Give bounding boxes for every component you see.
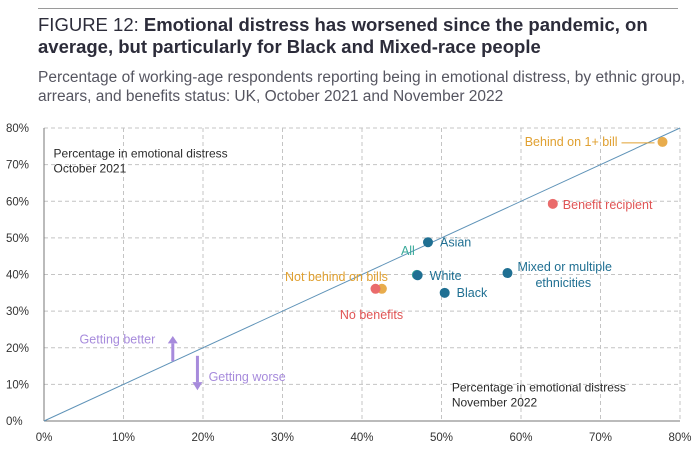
data-label: No benefits [340,308,403,322]
y-tick-label: 0% [6,416,23,428]
data-point [657,136,668,147]
y-tick-label: 10% [6,379,29,391]
arrow-up-icon [167,336,178,344]
data-label: Behind on 1+ bill [525,135,618,149]
chart-title: FIGURE 12: Emotional distress has worsen… [38,14,688,58]
y-tick-label: 60% [6,196,29,208]
x-tick-label: 70% [589,432,612,444]
x-tick-label: 10% [112,432,135,444]
x-tick-label: 60% [509,432,532,444]
arrow-down-icon [192,382,203,391]
figure-label: FIGURE 12: [38,14,139,35]
data-label: ethnicities [535,276,591,290]
y-tick-label: 30% [6,306,29,318]
data-point [412,270,423,281]
data-label: White [430,269,462,283]
data-point [439,287,450,298]
data-point [370,283,381,294]
data-label: Mixed or multiple [517,260,612,274]
x-tick-label: 20% [191,432,214,444]
chart-headline: Emotional distress has worsened since th… [38,14,648,57]
equality-line [43,127,681,422]
x-tick-label: 80% [668,432,691,444]
x-tick-label: 0% [36,432,53,444]
chart-subtitle: Percentage of working-age respondents re… [38,69,686,105]
y-tick-label: 70% [6,160,29,172]
top-rule [38,8,678,9]
arrow-down-label: Getting worse [209,370,286,384]
data-label: Benefit recipient [563,198,653,212]
y-tick-label: 80% [6,123,29,135]
arrow-up-label: Getting better [80,333,156,347]
x-tick-label: 30% [271,432,294,444]
y-tick-label: 50% [6,233,29,245]
x-tick-label: 40% [350,432,373,444]
data-label: Not behind on bills [285,270,388,284]
y-tick-label: 20% [6,343,29,355]
data-label: All [401,244,415,258]
data-point [547,198,558,209]
data-label: Black [457,286,488,300]
y-tick-label: 40% [6,270,29,282]
x-axis-title: Percentage in emotional distress [452,381,626,395]
y-axis-title: October 2021 [54,161,127,175]
data-point [422,237,433,248]
x-tick-label: 50% [430,432,453,444]
y-axis-title: Percentage in emotional distress [54,146,228,160]
data-point [502,268,513,279]
data-label: Asian [440,235,471,249]
x-axis-title: November 2022 [452,396,538,410]
